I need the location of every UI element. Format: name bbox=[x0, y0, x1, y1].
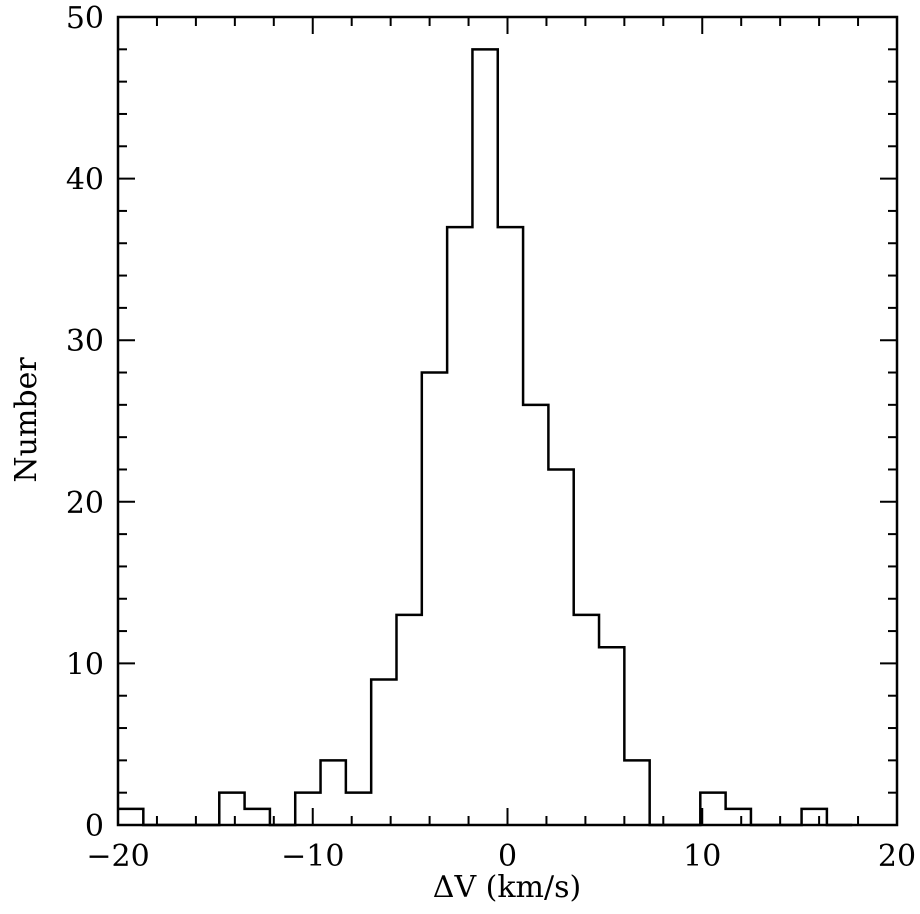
y-tick-label: 0 bbox=[85, 809, 104, 844]
x-axis-label: ΔV (km/s) bbox=[433, 870, 581, 905]
x-tick-label: −20 bbox=[86, 839, 149, 874]
y-tick-label: 40 bbox=[66, 163, 104, 198]
x-tick-label: 20 bbox=[878, 839, 916, 874]
axis-ticks bbox=[117, 16, 898, 826]
tick-labels: −20 −10 0 10 20 0 10 20 30 40 50 bbox=[66, 1, 916, 874]
x-tick-label: −10 bbox=[281, 839, 344, 874]
y-tick-label: 50 bbox=[66, 1, 104, 36]
y-tick-label: 30 bbox=[66, 324, 104, 359]
plot-frame bbox=[116, 15, 899, 827]
x-tick-label: 10 bbox=[683, 839, 721, 874]
histogram-series-line bbox=[118, 48, 853, 827]
y-tick-label: 20 bbox=[66, 486, 104, 521]
y-tick-label: 10 bbox=[66, 647, 104, 682]
y-axis-label: Number bbox=[9, 357, 44, 483]
x-tick-label: 0 bbox=[498, 839, 517, 874]
